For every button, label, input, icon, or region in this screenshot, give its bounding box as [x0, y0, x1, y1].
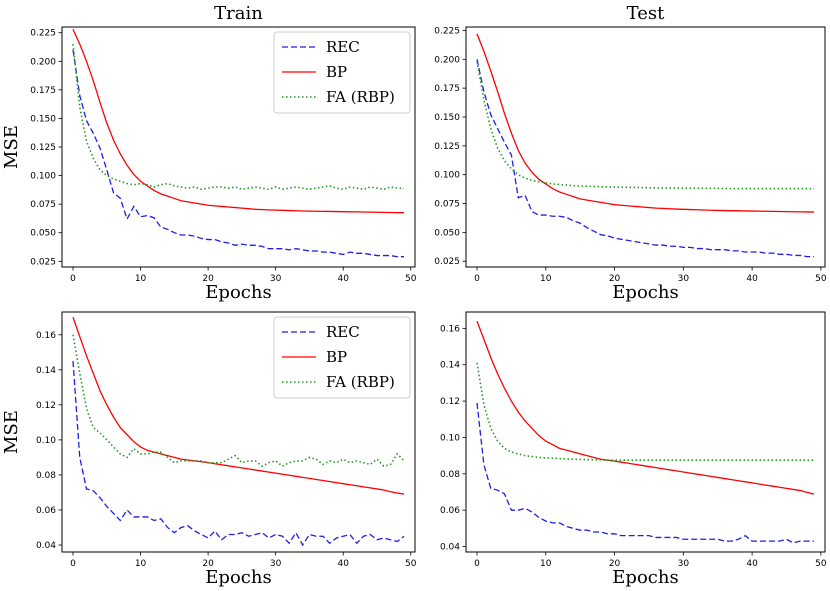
y-tick-label: 0.100	[434, 171, 460, 181]
y-tick-label: 0.100	[30, 172, 56, 182]
y-tick-label: 0.025	[30, 257, 56, 267]
x-tick-label: 40	[746, 274, 758, 284]
x-tick-label: 40	[337, 274, 349, 284]
series-line-rec	[476, 59, 814, 258]
y-tick-label: 0.225	[434, 26, 460, 36]
y-tick-label: 0.08	[440, 470, 460, 480]
x-tick-label: 20	[202, 274, 214, 284]
y-tick-label: 0.075	[434, 200, 460, 210]
y-tick-label: 0.200	[434, 55, 460, 65]
axes-frame	[465, 26, 826, 268]
x-tick-label: 0	[474, 274, 480, 284]
x-axis-label: Epochs	[612, 567, 678, 588]
legend-label: REC	[326, 38, 360, 56]
legend-box	[273, 316, 411, 399]
x-tick-label: 30	[270, 559, 282, 569]
y-tick-label: 0.125	[434, 142, 460, 152]
chart-title: Train	[214, 3, 263, 24]
y-tick-label: 0.075	[30, 200, 56, 210]
y-tick-label: 0.025	[434, 257, 460, 267]
y-tick-label: 0.175	[434, 84, 460, 94]
x-tick-label: 30	[678, 559, 690, 569]
y-tick-label: 0.16	[36, 331, 56, 341]
y-tick-label: 0.06	[36, 506, 56, 516]
x-tick-label: 40	[337, 559, 349, 569]
series-line-rec	[72, 361, 405, 547]
y-tick-label: 0.050	[30, 229, 56, 239]
y-tick-label: 0.04	[440, 543, 460, 553]
x-axis-label: Epochs	[205, 567, 271, 588]
chart-title: Test	[627, 3, 665, 24]
x-tick-label: 10	[540, 274, 552, 284]
y-tick-label: 0.175	[30, 86, 56, 96]
y-tick-label: 0.12	[440, 397, 460, 407]
y-tick-label: 0.04	[36, 541, 56, 551]
x-tick-label: 40	[746, 559, 758, 569]
chart-panel-2: 0 10 20 30 40 50 0.025 0.050 0.075 0.100 0.125 0.15…	[434, 3, 827, 303]
y-tick-label: 0.14	[36, 366, 56, 376]
chart-panel-3: 0 10 20 30 40 50 0.04 0.06 0.08 0.10 0.12 0.14 0.16 E…	[1, 311, 417, 588]
series-line-fa-rbp	[72, 334, 405, 468]
x-tick-label: 20	[202, 559, 214, 569]
legend-box	[273, 31, 411, 114]
series-line-bp	[476, 33, 815, 213]
y-tick-label: 0.200	[30, 57, 56, 67]
x-tick-label: 50	[815, 274, 827, 284]
chart-panel-4: 0 10 20 30 40 50 0.04 0.06 0.08 0.10 0.12 0.14 0.16 E…	[440, 311, 827, 588]
y-tick-label: 0.14	[440, 361, 460, 371]
x-tick-label: 10	[135, 559, 147, 569]
legend-label: BP	[326, 63, 347, 81]
y-tick-label: 0.12	[36, 401, 56, 411]
y-tick-label: 0.06	[440, 506, 460, 516]
x-tick-label: 10	[540, 559, 552, 569]
axes-frame	[61, 311, 416, 553]
y-tick-label: 0.16	[440, 324, 460, 334]
y-tick-label: 0.08	[36, 471, 56, 481]
y-tick-label: 0.10	[440, 433, 460, 443]
x-tick-label: 50	[405, 274, 417, 284]
x-tick-label: 20	[609, 559, 621, 569]
series-line-rec	[72, 49, 404, 258]
x-tick-label: 30	[678, 274, 690, 284]
y-tick-label: 0.150	[30, 114, 56, 124]
series-line-fa-rbp	[476, 61, 814, 190]
x-tick-label: 20	[609, 274, 621, 284]
y-tick-label: 0.050	[434, 228, 460, 238]
x-tick-label: 50	[405, 559, 417, 569]
legend-label: FA (RBP)	[326, 373, 395, 391]
legend-label: FA (RBP)	[326, 88, 395, 106]
legend: REC BP FA (RBP)	[273, 316, 411, 399]
x-tick-label: 0	[70, 274, 76, 284]
legend-label: REC	[326, 323, 360, 341]
x-axis-label: Epochs	[205, 282, 271, 303]
y-axis-label: MSE	[1, 410, 22, 454]
chart-panel-1: 0 10 20 30 40 50 0.025 0.050 0.075 0.100 0.125 0.15…	[1, 3, 417, 303]
x-axis-label: Epochs	[612, 282, 678, 303]
legend-label: BP	[326, 348, 347, 366]
y-axis-label: MSE	[1, 125, 22, 169]
y-tick-label: 0.10	[36, 436, 56, 446]
series-line-fa-rbp	[476, 362, 814, 461]
x-tick-label: 0	[474, 559, 480, 569]
y-tick-label: 0.125	[30, 143, 56, 153]
series-line-bp	[476, 320, 815, 495]
y-tick-label: 0.225	[30, 29, 56, 39]
x-tick-label: 30	[270, 274, 282, 284]
y-tick-label: 0.150	[434, 113, 460, 123]
x-tick-label: 50	[815, 559, 827, 569]
axes-frame	[465, 311, 826, 553]
series-line-bp	[72, 29, 405, 214]
series-line-bp	[72, 317, 405, 495]
x-tick-label: 10	[135, 274, 147, 284]
legend: REC BP FA (RBP)	[273, 31, 411, 114]
x-tick-label: 0	[70, 559, 76, 569]
